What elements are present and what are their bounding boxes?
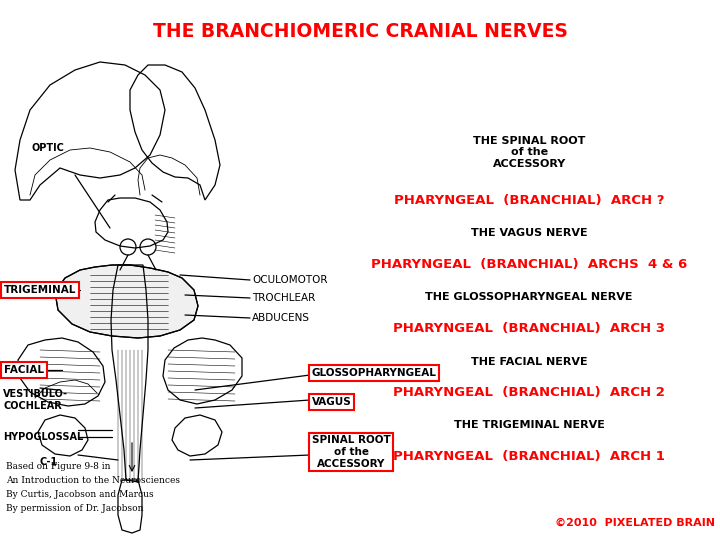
Text: THE FACIAL NERVE: THE FACIAL NERVE [471, 357, 588, 367]
Text: An Introduction to the Neurosciences: An Introduction to the Neurosciences [6, 476, 180, 485]
Text: OPTIC: OPTIC [32, 143, 65, 153]
Text: PHARYNGEAL  (BRANCHIAL)  ARCH 3: PHARYNGEAL (BRANCHIAL) ARCH 3 [393, 322, 665, 335]
Text: By Curtis, Jacobson and Marcus: By Curtis, Jacobson and Marcus [6, 490, 153, 499]
Text: OCULOMOTOR: OCULOMOTOR [252, 275, 328, 285]
Text: HYPOGLOSSAL: HYPOGLOSSAL [3, 432, 84, 442]
Text: PHARYNGEAL  (BRANCHIAL)  ARCH ?: PHARYNGEAL (BRANCHIAL) ARCH ? [394, 194, 665, 207]
Text: THE BRANCHIOMERIC CRANIAL NERVES: THE BRANCHIOMERIC CRANIAL NERVES [153, 22, 567, 41]
Text: FACIAL: FACIAL [4, 365, 44, 375]
Text: ©2010  PIXELATED BRAIN: ©2010 PIXELATED BRAIN [555, 518, 715, 528]
Text: GLOSSOPHARYNGEAL: GLOSSOPHARYNGEAL [312, 368, 437, 378]
Text: VAGUS: VAGUS [312, 397, 352, 407]
Text: THE TRIGEMINAL NERVE: THE TRIGEMINAL NERVE [454, 420, 605, 430]
Text: THE VAGUS NERVE: THE VAGUS NERVE [471, 228, 588, 238]
Text: PHARYNGEAL  (BRANCHIAL)  ARCH 1: PHARYNGEAL (BRANCHIAL) ARCH 1 [393, 450, 665, 463]
Text: Based on Figure 9-8 in: Based on Figure 9-8 in [6, 462, 110, 471]
Text: C-1: C-1 [40, 457, 58, 467]
Text: PHARYNGEAL  (BRANCHIAL)  ARCH 2: PHARYNGEAL (BRANCHIAL) ARCH 2 [393, 386, 665, 399]
Text: SPINAL ROOT
of the
ACCESSORY: SPINAL ROOT of the ACCESSORY [312, 435, 391, 469]
Text: THE SPINAL ROOT
of the
ACCESSORY: THE SPINAL ROOT of the ACCESSORY [473, 136, 585, 169]
Text: VESTIBULO-
COCHLEAR: VESTIBULO- COCHLEAR [3, 389, 68, 411]
Text: TROCHLEAR: TROCHLEAR [252, 293, 315, 303]
Text: PHARYNGEAL  (BRANCHIAL)  ARCHS  4 & 6: PHARYNGEAL (BRANCHIAL) ARCHS 4 & 6 [371, 258, 688, 271]
Text: ABDUCENS: ABDUCENS [252, 313, 310, 323]
Polygon shape [55, 265, 198, 338]
Text: TRIGEMINAL: TRIGEMINAL [4, 285, 76, 295]
Text: By permission of Dr. Jacobson: By permission of Dr. Jacobson [6, 504, 143, 513]
Text: THE GLOSSOPHARYNGEAL NERVE: THE GLOSSOPHARYNGEAL NERVE [426, 292, 633, 302]
